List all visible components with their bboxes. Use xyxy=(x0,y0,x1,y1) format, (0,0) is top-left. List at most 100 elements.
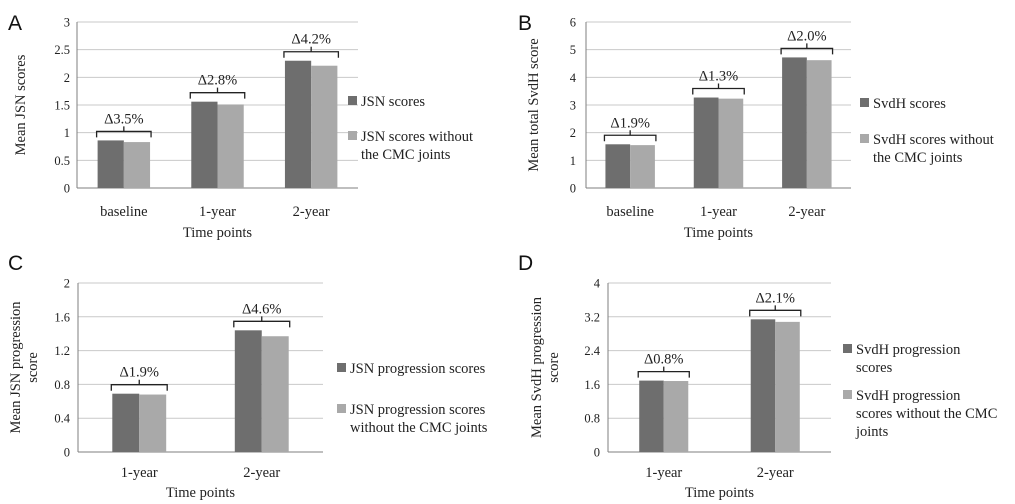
legend-label-line: SvdH progression xyxy=(856,342,961,358)
x-tick-label: baseline xyxy=(100,204,148,220)
bar xyxy=(112,393,140,452)
bar xyxy=(630,145,655,188)
legend-swatch xyxy=(337,404,346,413)
bar xyxy=(261,336,289,452)
legend-swatch xyxy=(348,96,357,105)
legend-label-line: SvdH scores without xyxy=(873,132,994,148)
legend-label: SvdH progression scores xyxy=(856,342,961,376)
y-tick-label: 0 xyxy=(64,446,70,460)
bar xyxy=(97,140,124,188)
delta-bracket xyxy=(637,366,690,378)
y-axis-title-line: Mean JSN progression xyxy=(8,301,24,434)
panel-d: D 0 0.8 1.6 2.4 3.2 4 1-year Δ0.8% 2-year Δ2.1% Tim… xyxy=(518,252,997,501)
x-axis-title: Time points xyxy=(685,485,755,501)
legend-label-line: scores without the CMC xyxy=(856,406,997,422)
x-axis-title: Time points xyxy=(166,485,236,501)
legend-label: JSN scores without the CMC joints xyxy=(361,129,473,163)
y-axis-title: Mean total SvdH score xyxy=(526,38,542,171)
x-tick-label: 1-year xyxy=(199,204,236,220)
y-tick-label: 0.5 xyxy=(54,154,70,168)
y-tick-label: 0 xyxy=(570,182,576,196)
bar xyxy=(217,104,244,188)
y-tick-label: 1 xyxy=(64,126,70,140)
y-tick-label: 0.8 xyxy=(54,378,70,392)
bar xyxy=(234,330,262,452)
y-tick-label: 0 xyxy=(64,182,70,196)
legend-label: JSN progression scores without the CMC jo… xyxy=(350,402,488,436)
delta-annotation: Δ2.0% xyxy=(787,28,827,44)
x-tick-label: 2-year xyxy=(757,465,794,481)
legend-label-line: JSN progression scores xyxy=(350,361,486,377)
panel-letter: A xyxy=(8,12,22,35)
legend-label-line: the CMC joints xyxy=(361,147,451,163)
x-tick-label: 2-year xyxy=(243,465,280,481)
y-tick-label: 1.6 xyxy=(54,310,70,324)
panel-letter: D xyxy=(518,252,533,275)
bar xyxy=(605,144,631,188)
legend-label-line: SvdH progression xyxy=(856,388,961,404)
y-tick-label: 1.2 xyxy=(54,344,70,358)
delta-annotation: Δ1.9% xyxy=(610,115,650,131)
y-tick-label: 3 xyxy=(570,99,576,113)
x-tick-label: baseline xyxy=(606,204,654,220)
delta-bracket xyxy=(749,305,802,317)
y-tick-label: 0.8 xyxy=(584,412,600,426)
y-tick-label: 2.5 xyxy=(54,43,70,57)
delta-annotation: Δ1.3% xyxy=(699,69,739,85)
delta-annotation: Δ1.9% xyxy=(119,365,159,381)
delta-bracket xyxy=(189,87,246,99)
x-tick-label: 2-year xyxy=(293,204,330,220)
bar xyxy=(663,381,689,452)
bar xyxy=(639,380,664,452)
y-tick-label: 2 xyxy=(570,126,576,140)
legend-swatch xyxy=(843,344,852,353)
y-tick-label: 4 xyxy=(570,71,577,85)
legend-label-line: joints xyxy=(855,424,889,440)
x-tick-label: 1-year xyxy=(645,465,682,481)
y-tick-label: 6 xyxy=(570,16,576,30)
delta-bracket xyxy=(283,46,340,58)
panel-a: A 0 0.5 1 1.5 2 2.5 3 baseline Δ3.5% 1-year Δ2.8% 2-… xyxy=(8,12,473,241)
legend-label-line: JSN scores xyxy=(361,94,425,110)
delta-bracket xyxy=(780,43,834,55)
y-tick-label: 2 xyxy=(64,277,70,291)
legend-label-line: JSN scores without xyxy=(361,129,473,145)
y-axis-title-line: Mean SvdH progression xyxy=(529,296,545,438)
y-tick-label: 5 xyxy=(570,43,576,57)
legend-swatch xyxy=(348,131,357,140)
y-tick-label: 4 xyxy=(594,277,601,291)
y-tick-label: 0.4 xyxy=(54,412,70,426)
bar xyxy=(718,98,744,188)
x-axis-title: Time points xyxy=(684,225,754,241)
legend-label-line: without the CMC joints xyxy=(350,420,488,436)
bar xyxy=(806,60,832,188)
x-tick-label: 2-year xyxy=(788,204,825,220)
y-tick-label: 3 xyxy=(64,16,70,30)
legend-label: JSN scores xyxy=(361,94,425,110)
x-axis-title: Time points xyxy=(183,225,253,241)
panel-letter: C xyxy=(8,252,23,275)
x-tick-label: 1-year xyxy=(121,465,158,481)
legend-label: SvdH progression scores without the CMC jo… xyxy=(855,388,997,440)
delta-bracket xyxy=(603,130,657,142)
y-tick-label: 2.4 xyxy=(584,344,600,358)
delta-bracket xyxy=(692,83,745,95)
legend-label-line: JSN progression scores xyxy=(350,402,486,418)
legend-label: SvdH scores xyxy=(873,96,946,112)
legend-label: JSN progression scores xyxy=(350,361,486,377)
y-axis-title: Mean JSN scores xyxy=(13,54,29,155)
legend-swatch xyxy=(337,363,346,372)
bar xyxy=(311,65,338,188)
y-tick-label: 2 xyxy=(64,71,70,85)
bar xyxy=(284,60,312,188)
legend-label: SvdH scores without the CMC joints xyxy=(873,132,994,166)
x-tick-label: 1-year xyxy=(700,204,737,220)
legend-swatch xyxy=(860,134,869,143)
bar xyxy=(123,142,151,188)
legend-swatch xyxy=(843,390,852,399)
y-tick-label: 1.5 xyxy=(54,99,70,113)
panel-b: B 0 1 2 3 4 5 6 baseline Δ1.9% 1-year Δ1.3% 2-year Δ2… xyxy=(518,12,994,241)
y-axis-title: Mean SvdH progressionscore xyxy=(529,296,562,438)
y-axis-title-line: score xyxy=(546,352,562,383)
